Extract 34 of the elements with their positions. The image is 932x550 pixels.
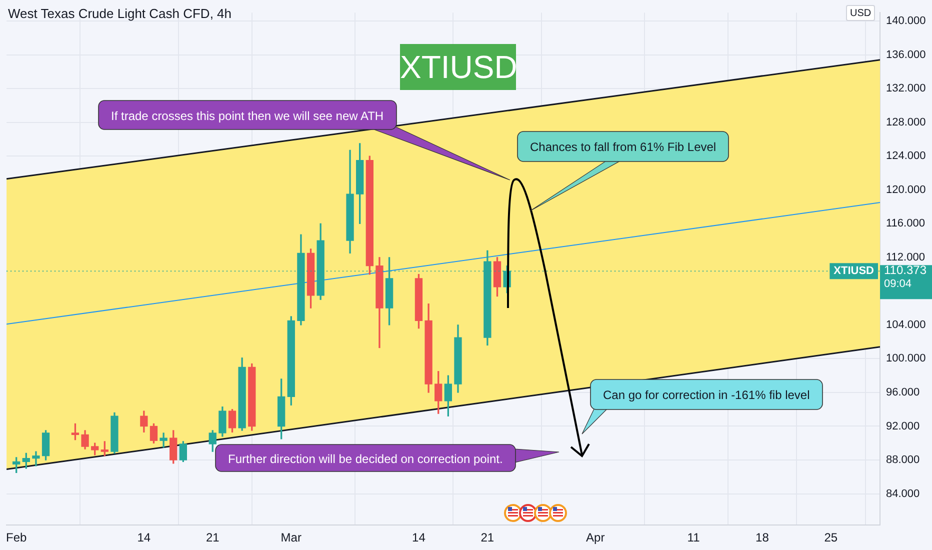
- y-tick-label: 116.000: [886, 218, 925, 230]
- x-tick-label: 21: [206, 530, 220, 545]
- x-tick-label: Mar: [280, 530, 302, 545]
- annotation: Further direction will be decided on correction point.: [215, 444, 516, 472]
- text: XTIUSD: [400, 44, 518, 90]
- text: 110.373: [884, 263, 926, 277]
- annotation: USD: [846, 5, 876, 21]
- y-tick-label: 136.000: [886, 48, 926, 61]
- y-tick-label: 92.000: [886, 420, 920, 432]
- y-tick-label: 84.000: [886, 488, 920, 500]
- annotation: Chances to fall from 61% Fib Level: [517, 131, 730, 162]
- annotation: If trade crosses this point then we will see new ATH: [98, 100, 397, 130]
- y-tick-label: 112.000: [886, 251, 925, 264]
- x-tick-label: 21: [480, 530, 494, 545]
- ref-line-label: XTIUSD: [834, 265, 874, 278]
- y-tick-label: 140.000: [886, 15, 926, 28]
- x-tick-label: Feb: [6, 530, 27, 545]
- x-tick-label: 14: [137, 530, 151, 545]
- y-tick-label: 100.000: [886, 352, 926, 365]
- y-tick-label: 124.000: [886, 150, 926, 162]
- x-tick-label: 14: [412, 530, 426, 545]
- x-tick-label: 18: [756, 530, 770, 545]
- x-tick-label: 11: [687, 530, 700, 545]
- y-tick-label: 96.000: [886, 386, 920, 398]
- y-tick-label: 120.000: [886, 184, 926, 196]
- x-tick-label: 25: [824, 530, 838, 545]
- y-tick-label: 128.000: [886, 116, 926, 128]
- chart-title: West Texas Crude Light Cash CFD, 4h: [8, 6, 232, 21]
- x-tick-label: Apr: [586, 530, 605, 545]
- y-tick-label: 132.000: [886, 82, 926, 95]
- y-tick-label: 104.000: [886, 318, 926, 331]
- annotation: Can go for correction in -161% fib level: [590, 379, 823, 410]
- text: 09:04: [884, 278, 912, 290]
- y-tick-label: 88.000: [886, 454, 920, 466]
